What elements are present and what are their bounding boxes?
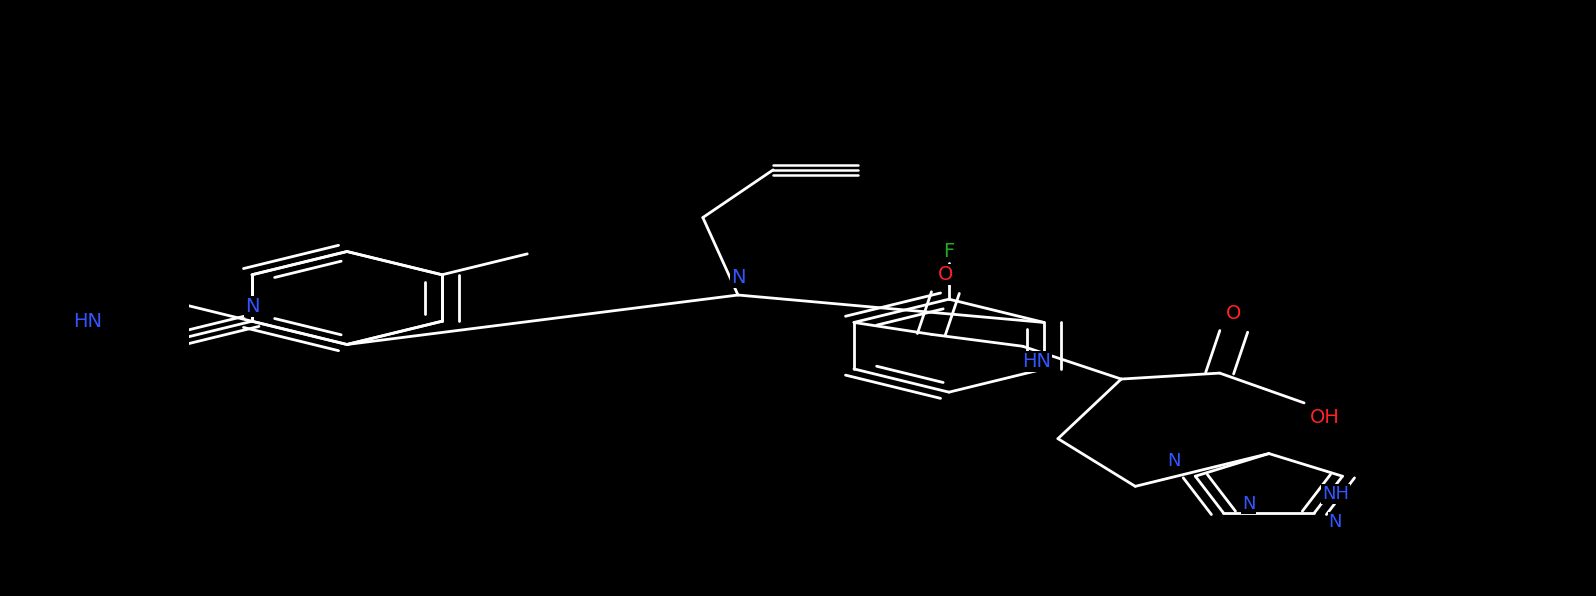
Text: HN: HN <box>1023 352 1052 371</box>
Text: HN: HN <box>73 312 102 331</box>
Text: N: N <box>731 268 745 287</box>
Text: F: F <box>943 242 954 261</box>
Text: N: N <box>244 297 259 316</box>
Text: O: O <box>1226 304 1242 323</box>
Text: O: O <box>938 265 953 284</box>
Text: N: N <box>1242 495 1256 513</box>
Text: N: N <box>1329 513 1342 531</box>
Text: OH: OH <box>1310 408 1341 427</box>
Text: N: N <box>1168 452 1181 470</box>
Text: NH: NH <box>1321 485 1349 503</box>
